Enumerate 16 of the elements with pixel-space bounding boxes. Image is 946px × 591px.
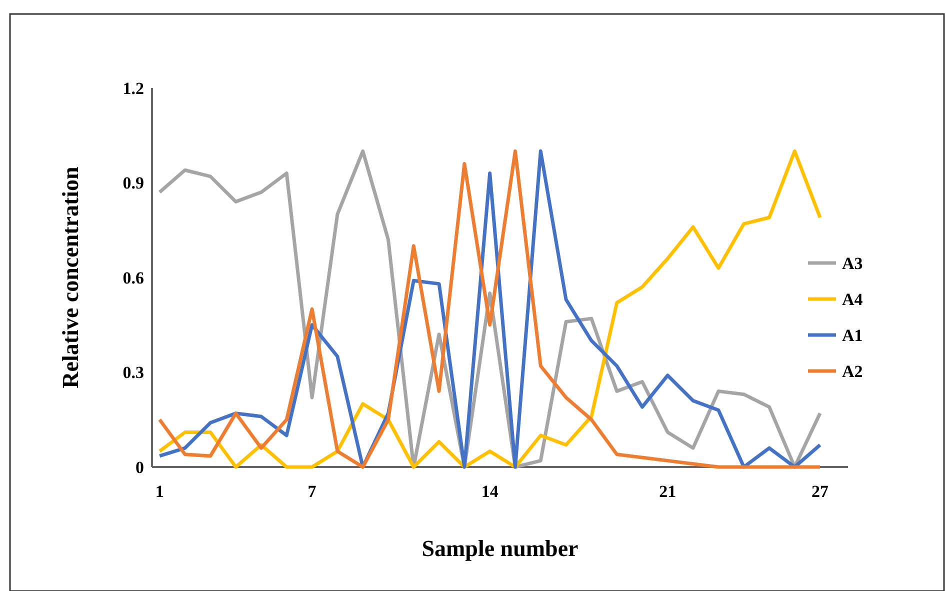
y-tick-label: 0 [136,458,144,477]
x-tick-label: 21 [659,482,676,501]
legend-label: A4 [842,290,864,309]
legend-label: A1 [842,326,863,345]
y-tick-label: 0.6 [122,268,144,288]
x-axis-title: Sample number [422,536,578,561]
x-tick-label: 1 [155,482,164,501]
y-tick-label: 0.3 [122,363,144,382]
y-tick-label: 1.2 [122,78,144,98]
x-tick-label: 14 [481,482,499,501]
y-axis-title: Relative concentration [58,166,83,388]
x-tick-label: 7 [308,482,317,501]
legend-label: A3 [842,254,863,273]
y-tick-label: 0.9 [122,174,144,193]
x-tick-label: 27 [812,482,830,501]
legend-label: A2 [842,362,863,381]
